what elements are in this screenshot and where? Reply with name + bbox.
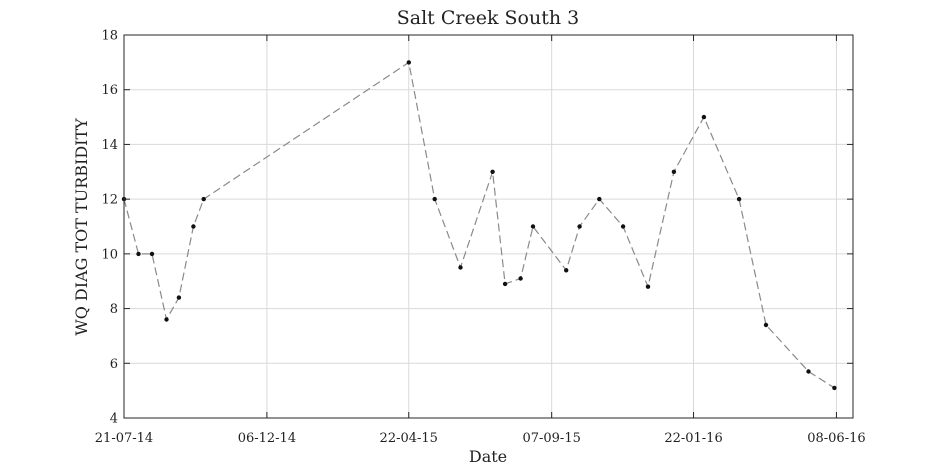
data-point	[149, 251, 155, 257]
data-point	[136, 251, 141, 257]
series-line	[123, 61, 835, 389]
data-point	[458, 265, 463, 270]
data-point	[164, 317, 169, 322]
y-axis-label: WQ DIAG TOT TURBIDITY	[72, 118, 91, 336]
x-tick-label: 22-01-16	[664, 431, 722, 446]
data-point	[530, 224, 536, 229]
data-point	[432, 196, 437, 202]
y-ticks: 4 6 8 10 12 14 16 18	[101, 29, 853, 427]
series-layer	[121, 60, 837, 391]
x-tick-label: 06-12-14	[238, 431, 296, 446]
x-tick-label: 07-09-15	[522, 431, 580, 446]
chart-title: Salt Creek South 3	[397, 7, 579, 29]
data-point	[577, 224, 582, 229]
x-tick-label: 08-06-16	[807, 431, 865, 446]
y-tick-label: 6	[110, 357, 118, 372]
data-point	[502, 281, 508, 287]
y-tick-label: 16	[101, 83, 118, 98]
y-tick-label: 4	[110, 412, 118, 427]
data-point	[518, 276, 523, 281]
data-point	[671, 169, 677, 174]
data-point	[832, 385, 837, 391]
grid-lines	[123, 34, 853, 419]
x-tick-label: 22-04-15	[380, 431, 438, 446]
data-point	[736, 196, 742, 202]
data-point	[564, 268, 569, 273]
data-point	[763, 322, 769, 328]
data-point	[645, 284, 651, 289]
y-tick-label: 14	[101, 138, 118, 153]
y-tick-label: 18	[101, 29, 118, 44]
data-point	[701, 114, 707, 120]
data-point	[191, 224, 196, 229]
data-point	[176, 295, 182, 300]
x-ticks: 21-07-14 06-12-14 22-04-15 07-09-15 22-01-16…	[95, 35, 866, 446]
y-tick-label: 8	[110, 302, 118, 317]
data-point	[620, 224, 626, 229]
y-tick-label: 12	[101, 193, 118, 208]
data-point	[406, 60, 411, 65]
plot-frame	[123, 34, 854, 419]
axes	[123, 34, 854, 419]
x-tick-label: 21-07-14	[95, 431, 153, 446]
data-point	[490, 169, 495, 174]
data-point	[201, 196, 206, 202]
data-point	[597, 196, 602, 202]
data-point	[806, 369, 811, 374]
y-tick-label: 10	[101, 247, 118, 262]
x-axis-label: Date	[469, 447, 507, 466]
